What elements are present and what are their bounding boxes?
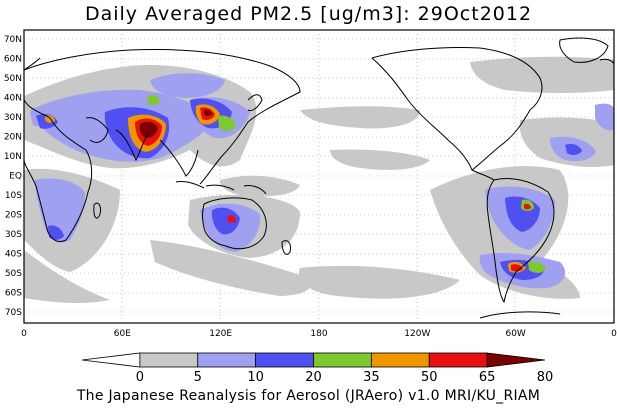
pm25-concentration-field xyxy=(24,56,614,304)
colorbar-swatch xyxy=(313,352,372,368)
lat-tick-label: 40N xyxy=(4,94,22,104)
colorbar-label: 5 xyxy=(194,370,202,385)
footer-credit: The Japanese Reanalysis for Aerosol (JRA… xyxy=(76,388,541,404)
lat-tick-label: 30S xyxy=(5,230,22,240)
colorbar-swatch xyxy=(255,352,314,368)
colorbar-swatch xyxy=(197,352,257,368)
colorbar-swatch xyxy=(370,352,430,368)
lat-tick-label: 30N xyxy=(4,113,22,123)
lon-tick-label: 0 xyxy=(21,329,27,339)
lat-tick-label: 60S xyxy=(5,289,22,299)
lat-tick-label: EQ xyxy=(9,172,22,182)
colorbar-label: 0 xyxy=(136,370,144,385)
lon-tick-label: 0 xyxy=(611,329,617,339)
lon-tick-label: 60W xyxy=(505,329,525,339)
lat-tick-label: 70S xyxy=(5,308,22,318)
colorbar-label: 65 xyxy=(479,370,496,385)
colorbar-swatch xyxy=(428,352,488,368)
lat-tick-label: 20N xyxy=(4,133,22,143)
colorbar-swatch xyxy=(486,352,546,368)
colorbar-label: 10 xyxy=(247,370,264,385)
colorbar-label: 80 xyxy=(537,370,554,385)
latitude-labels: 70N 60N 50N 40N 30N 20N 10N EQ 10S 20S 30S 40S 50S 60… xyxy=(4,35,22,318)
map-title: Daily Averaged PM2.5 [ug/m3]: 29Oct2012 xyxy=(84,3,533,25)
lon-tick-label: 180 xyxy=(310,329,327,339)
lat-tick-label: 20S xyxy=(5,211,22,221)
colorbar-label: 50 xyxy=(421,370,438,385)
lat-tick-label: 50S xyxy=(5,269,22,279)
map-frame xyxy=(23,29,615,324)
lat-tick-label: 50N xyxy=(4,74,22,84)
lat-tick-label: 40S xyxy=(5,250,22,260)
lat-tick-label: 70N xyxy=(4,35,22,45)
lon-tick-label: 120E xyxy=(209,329,232,339)
lat-tick-label: 60N xyxy=(4,55,22,65)
colorbar-swatch xyxy=(81,352,141,368)
lon-tick-label: 60E xyxy=(114,329,131,339)
lat-tick-label: 10N xyxy=(4,152,22,162)
lat-tick-label: 10S xyxy=(5,191,22,201)
colorbar: 0 5 10 20 35 50 65 80 xyxy=(81,352,554,385)
lon-tick-label: 120W xyxy=(404,329,430,339)
colorbar-label: 35 xyxy=(363,370,380,385)
colorbar-swatch xyxy=(139,352,199,368)
colorbar-label: 20 xyxy=(305,370,322,385)
coastlines xyxy=(23,37,615,319)
longitude-labels: 0 60E 120E 180 120W 60W 0 xyxy=(21,329,617,339)
